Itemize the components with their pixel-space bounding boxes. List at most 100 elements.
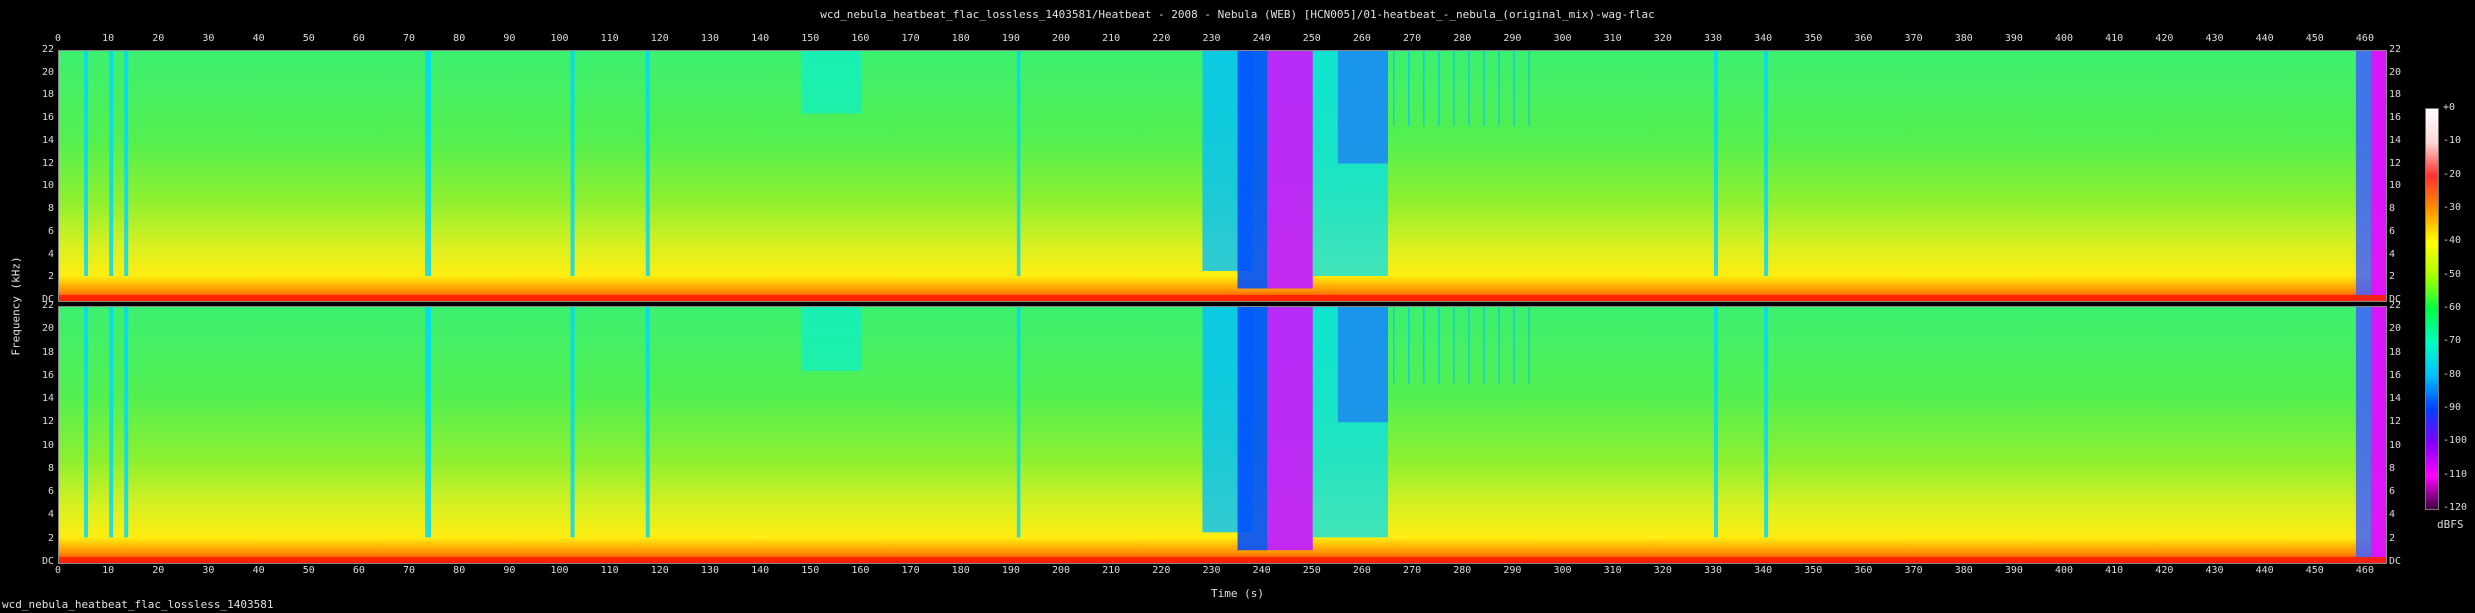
time-tick-bottom: 370 (1904, 565, 1923, 576)
freq-tick-left: 10 (41, 180, 54, 192)
colorbar-tick: -110 (2443, 468, 2468, 480)
spectrogram-channel-left (58, 50, 2387, 302)
freq-tick-right: 4 (2389, 509, 2396, 521)
colorbar-tick: -40 (2443, 235, 2462, 247)
time-tick-top: 260 (1352, 33, 1371, 44)
time-tick-top: 250 (1302, 33, 1321, 44)
colorbar-tick: -80 (2443, 368, 2462, 380)
freq-tick-right: 6 (2389, 225, 2396, 237)
freq-tick-left: 4 (47, 248, 54, 260)
time-tick-bottom: 10 (102, 565, 115, 576)
freq-tick-left: 22 (41, 44, 54, 55)
freq-tick-right: 12 (2389, 157, 2402, 169)
time-tick-bottom: 310 (1603, 565, 1622, 576)
time-tick-top: 230 (1202, 33, 1221, 44)
freq-tick-left: 14 (41, 393, 54, 405)
time-tick-bottom: 260 (1352, 565, 1371, 576)
colorbar-tick: -60 (2443, 302, 2462, 313)
time-tick-bottom: 270 (1403, 565, 1422, 576)
time-tick-bottom: 320 (1653, 565, 1672, 576)
time-tick-top: 380 (1954, 33, 1973, 44)
freq-tick-right: 2 (2389, 271, 2396, 283)
freq-tick-right: 6 (2389, 486, 2396, 498)
freq-tick-left: 2 (47, 532, 54, 544)
time-tick-bottom: 100 (550, 565, 569, 576)
time-tick-bottom: 440 (2255, 565, 2274, 576)
time-tick-bottom: 40 (252, 565, 265, 576)
spectrogram-title: wcd_nebula_heatbeat_flac_lossless_140358… (820, 8, 1655, 21)
time-tick-bottom: 70 (403, 565, 416, 576)
freq-tick-left: DC (41, 556, 54, 567)
freq-tick-right: 18 (2389, 346, 2402, 358)
time-tick-top: 400 (2055, 33, 2074, 44)
time-tick-bottom: 60 (352, 565, 365, 576)
freq-tick-right: 22 (2389, 300, 2402, 311)
freq-tick-right: 22 (2389, 44, 2402, 55)
time-tick-bottom: 250 (1302, 565, 1321, 576)
freq-tick-left: 6 (47, 486, 54, 498)
freq-tick-left: DC (41, 294, 54, 305)
spectrogram-channel-right (58, 306, 2387, 564)
time-tick-top: 340 (1754, 33, 1773, 44)
freq-tick-left: 14 (41, 134, 54, 146)
freq-tick-right: 20 (2389, 323, 2402, 335)
time-tick-top: 60 (352, 33, 365, 44)
time-tick-top: 310 (1603, 33, 1622, 44)
time-tick-bottom: 140 (751, 565, 770, 576)
colorbar-tick: -120 (2443, 502, 2468, 513)
time-tick-top: 240 (1252, 33, 1271, 44)
time-tick-bottom: 420 (2155, 565, 2174, 576)
time-tick-top: 150 (801, 33, 820, 44)
time-tick-bottom: 0 (54, 565, 62, 576)
freq-tick-left: 12 (41, 157, 54, 169)
freq-tick-left: 8 (47, 203, 54, 215)
time-tick-bottom: 240 (1252, 565, 1271, 576)
time-tick-top: 90 (503, 33, 516, 44)
time-tick-top: 140 (751, 33, 770, 44)
time-tick-top: 20 (152, 33, 165, 44)
colorbar (2425, 108, 2439, 510)
time-tick-top: 440 (2255, 33, 2274, 44)
colorbar-tick: -10 (2443, 135, 2462, 147)
time-tick-bottom: 120 (650, 565, 669, 576)
time-tick-top: 270 (1403, 33, 1422, 44)
time-tick-bottom: 180 (951, 565, 970, 576)
y-axis-label: Frequency (kHz) (9, 256, 23, 356)
time-tick-top: 80 (453, 33, 466, 44)
freq-tick-left: 16 (41, 369, 54, 381)
x-axis-label: Time (s) (1211, 587, 1264, 600)
freq-tick-right: 16 (2389, 112, 2402, 124)
time-tick-bottom: 460 (2355, 565, 2374, 576)
time-tick-bottom: 330 (1703, 565, 1722, 576)
freq-tick-right: 12 (2389, 416, 2402, 428)
freq-tick-left: 20 (41, 323, 54, 335)
colorbar-tick: -50 (2443, 268, 2462, 280)
time-tick-top: 290 (1503, 33, 1522, 44)
time-tick-top: 370 (1904, 33, 1923, 44)
freq-tick-right: 20 (2389, 66, 2402, 78)
time-tick-bottom: 350 (1804, 565, 1823, 576)
time-tick-top: 210 (1102, 33, 1121, 44)
time-tick-top: 350 (1804, 33, 1823, 44)
time-tick-bottom: 170 (901, 565, 920, 576)
time-tick-top: 50 (302, 33, 315, 44)
spectrogram-image-left (59, 51, 2386, 301)
colorbar-tick: -90 (2443, 402, 2462, 413)
freq-tick-left: 18 (41, 346, 54, 358)
freq-tick-left: 20 (41, 66, 54, 78)
freq-tick-right: 14 (2389, 393, 2402, 405)
colorbar-tick: -30 (2443, 202, 2462, 213)
time-tick-top: 0 (54, 33, 62, 44)
time-tick-bottom: 230 (1202, 565, 1221, 576)
time-tick-top: 10 (102, 33, 115, 44)
freq-tick-left: 10 (41, 439, 54, 451)
time-tick-bottom: 380 (1954, 565, 1973, 576)
freq-tick-right: 10 (2389, 439, 2402, 451)
freq-tick-left: 2 (47, 271, 54, 283)
freq-tick-left: 4 (47, 509, 54, 521)
time-tick-top: 330 (1703, 33, 1722, 44)
time-tick-top: 180 (951, 33, 970, 44)
time-tick-top: 110 (600, 33, 619, 44)
time-tick-bottom: 340 (1754, 565, 1773, 576)
footer-filename: wcd_nebula_heatbeat_flac_lossless_140358… (2, 598, 274, 611)
